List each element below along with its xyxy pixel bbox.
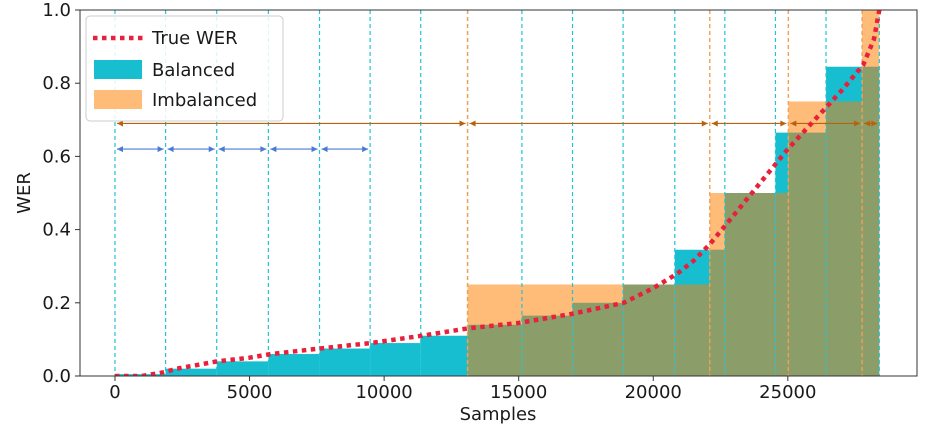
imbalanced-arrow-head-right xyxy=(780,120,787,127)
balanced-arrow xyxy=(321,146,369,153)
balanced-arrow-head-right xyxy=(311,146,318,153)
balanced-bar xyxy=(114,374,166,376)
imbalanced-arrow xyxy=(711,120,787,127)
legend-balanced-label: Balanced xyxy=(152,60,235,81)
balanced-arrow-head-right xyxy=(362,146,369,153)
y-axis-label: WER xyxy=(14,172,35,214)
balanced-arrow-head-left xyxy=(321,146,328,153)
legend-imbalanced-label: Imbalanced xyxy=(152,90,257,111)
overlap-bar xyxy=(521,315,573,376)
overlap-bar xyxy=(788,132,827,376)
x-axis-label: Samples xyxy=(460,404,537,425)
overlap-bar xyxy=(674,284,710,376)
x-tick-label: 20000 xyxy=(625,382,682,403)
imbalanced-arrow-head-left xyxy=(469,120,476,127)
balanced-arrow xyxy=(270,146,318,153)
true-wer-line xyxy=(114,10,882,376)
y-tick-label: 0.2 xyxy=(42,293,71,314)
x-tick-label: 5000 xyxy=(227,382,273,403)
y-tick-label: 0.8 xyxy=(42,73,71,94)
y-tick-label: 0.6 xyxy=(42,146,71,167)
overlap-bar xyxy=(572,302,624,376)
balanced-arrow xyxy=(167,146,215,153)
y-tick-label: 0.0 xyxy=(42,366,71,387)
plot-frame xyxy=(79,9,918,377)
imbalanced-arrow xyxy=(116,120,466,127)
imbalanced-arrow-head-left xyxy=(711,120,718,127)
overlap-bar xyxy=(709,249,725,376)
legend-balanced-swatch xyxy=(94,60,142,79)
balanced-arrow-head-left xyxy=(167,146,174,153)
imbalanced-arrow xyxy=(790,120,861,127)
balanced-arrow-head-left xyxy=(116,146,123,153)
x-tick-label: 25000 xyxy=(759,382,816,403)
overlap-bar xyxy=(467,324,522,376)
imbalanced-arrow xyxy=(864,120,878,127)
balanced-bar xyxy=(319,348,371,376)
overlap-bar xyxy=(724,193,776,376)
balanced-bar xyxy=(420,335,468,376)
balanced-bar xyxy=(268,354,320,376)
balanced-arrow-head-right xyxy=(208,146,215,153)
imbalanced-arrow-head-left xyxy=(116,120,123,127)
balanced-bar xyxy=(775,132,789,193)
legend-true-wer-label: True WER xyxy=(151,28,238,49)
balanced-arrow xyxy=(116,146,164,153)
imbalanced-arrow-head-right xyxy=(459,120,466,127)
imbalanced-arrow-head-right xyxy=(854,120,861,127)
axis-ticks-layer: 0 5000 10000 15000 20000 25000 0.0 0.2 0.4 0.6 0.8… xyxy=(42,0,816,403)
overlap-bar xyxy=(775,193,789,376)
arrows-layer xyxy=(116,120,878,153)
overlap-bar xyxy=(862,66,880,376)
imbalanced-arrow-head-left xyxy=(864,120,871,127)
y-tick-label: 1.0 xyxy=(42,0,71,21)
x-tick-label: 0 xyxy=(109,382,120,403)
balanced-arrow-head-right xyxy=(157,146,164,153)
x-tick-label: 10000 xyxy=(355,382,412,403)
imbalanced-arrow-head-right xyxy=(871,120,878,127)
imbalanced-arrow-head-left xyxy=(790,120,797,127)
balanced-bar xyxy=(370,343,421,376)
x-tick-label: 15000 xyxy=(490,382,547,403)
balanced-arrow-head-left xyxy=(270,146,277,153)
balanced-arrow xyxy=(218,146,267,153)
balanced-bar xyxy=(165,368,217,376)
balanced-bar xyxy=(826,66,863,102)
balanced-arrow-head-right xyxy=(260,146,267,153)
balanced-arrow-head-left xyxy=(218,146,225,153)
true-wer-layer xyxy=(114,10,882,376)
legend: True WER Balanced Imbalanced xyxy=(85,15,284,122)
y-tick-label: 0.4 xyxy=(42,220,71,241)
imbalanced-arrow-head-right xyxy=(701,120,708,127)
balanced-bar xyxy=(216,361,269,376)
split-lines-layer xyxy=(114,10,880,376)
bars-layer xyxy=(114,10,880,376)
legend-imbalanced-swatch xyxy=(94,90,142,109)
imbalanced-arrow xyxy=(469,120,708,127)
balanced-bar xyxy=(674,249,710,285)
overlap-bar xyxy=(826,101,863,376)
